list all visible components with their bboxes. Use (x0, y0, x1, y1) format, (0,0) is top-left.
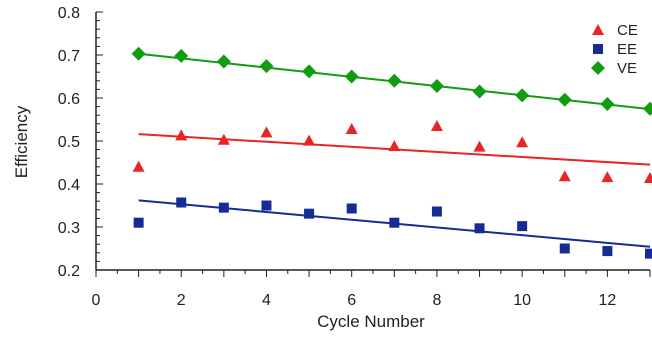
ve-legend-label: VE (617, 60, 637, 77)
x-tick-label: 8 (432, 292, 441, 309)
y-tick-label: 0.5 (58, 134, 80, 151)
ve-point (387, 73, 402, 88)
ee-point (218, 202, 229, 213)
markers (131, 46, 652, 259)
legend: CE EE VE (591, 22, 638, 77)
y-tick-label: 0.2 (58, 263, 80, 280)
x-tick-label: 2 (177, 292, 186, 309)
ce-point (388, 140, 401, 152)
ee-point (517, 221, 528, 232)
y-tick-label: 0.7 (58, 48, 80, 65)
ce-point (516, 136, 529, 148)
ve-point (344, 69, 359, 84)
ve-point (429, 78, 444, 93)
ce-legend-label: CE (617, 22, 638, 39)
ve-point (131, 46, 146, 61)
ve-point (600, 97, 615, 112)
ce-point (345, 122, 358, 134)
ee-point (431, 206, 442, 217)
x-tick-label: 12 (598, 292, 616, 309)
ve-point (515, 88, 530, 103)
ee-point (346, 203, 357, 214)
ve-point (302, 64, 317, 79)
ve-point (643, 101, 652, 116)
ve-point (557, 92, 572, 107)
ce-point (473, 140, 486, 152)
x-tick-label: 4 (262, 292, 271, 309)
x-tick-label: 10 (513, 292, 531, 309)
ve-legend-marker (591, 61, 605, 75)
ve-point (174, 48, 189, 63)
ee-point (474, 223, 485, 234)
ce-point (558, 170, 571, 182)
ee-legend-label: EE (617, 41, 637, 58)
ee-point (133, 217, 144, 228)
y-axis-label: Efficiency (12, 105, 31, 178)
ce-point (217, 133, 230, 145)
axes: 0.2 0.3 0.4 0.5 0.6 0.7 0.8 0 2 4 6 8 10 12 (58, 5, 651, 309)
ee-point (389, 217, 400, 228)
ce-point (175, 129, 188, 141)
y-tick-label: 0.4 (58, 177, 80, 194)
ee-point (176, 197, 187, 208)
ce-point (260, 126, 273, 138)
x-tick-label: 6 (347, 292, 356, 309)
ee-legend-marker (593, 44, 603, 54)
x-axis-label: Cycle Number (317, 312, 425, 331)
ee-point (559, 243, 570, 254)
ce-point (644, 171, 652, 183)
ce-point (132, 160, 145, 172)
x-tick-label: 0 (92, 292, 101, 309)
ee-point (645, 248, 652, 259)
ve-point (216, 54, 231, 69)
ce-point (601, 171, 614, 183)
y-tick-label: 0.8 (58, 5, 80, 22)
ce-point (430, 119, 443, 131)
ee-point (261, 200, 272, 211)
y-tick-label: 0.3 (58, 220, 80, 237)
ce-point (303, 134, 316, 146)
ve-point (472, 84, 487, 99)
ce-legend-marker (592, 24, 604, 35)
y-tick-label: 0.6 (58, 91, 80, 108)
ve-point (259, 59, 274, 74)
ee-point (304, 208, 315, 219)
ee-point (602, 246, 613, 257)
